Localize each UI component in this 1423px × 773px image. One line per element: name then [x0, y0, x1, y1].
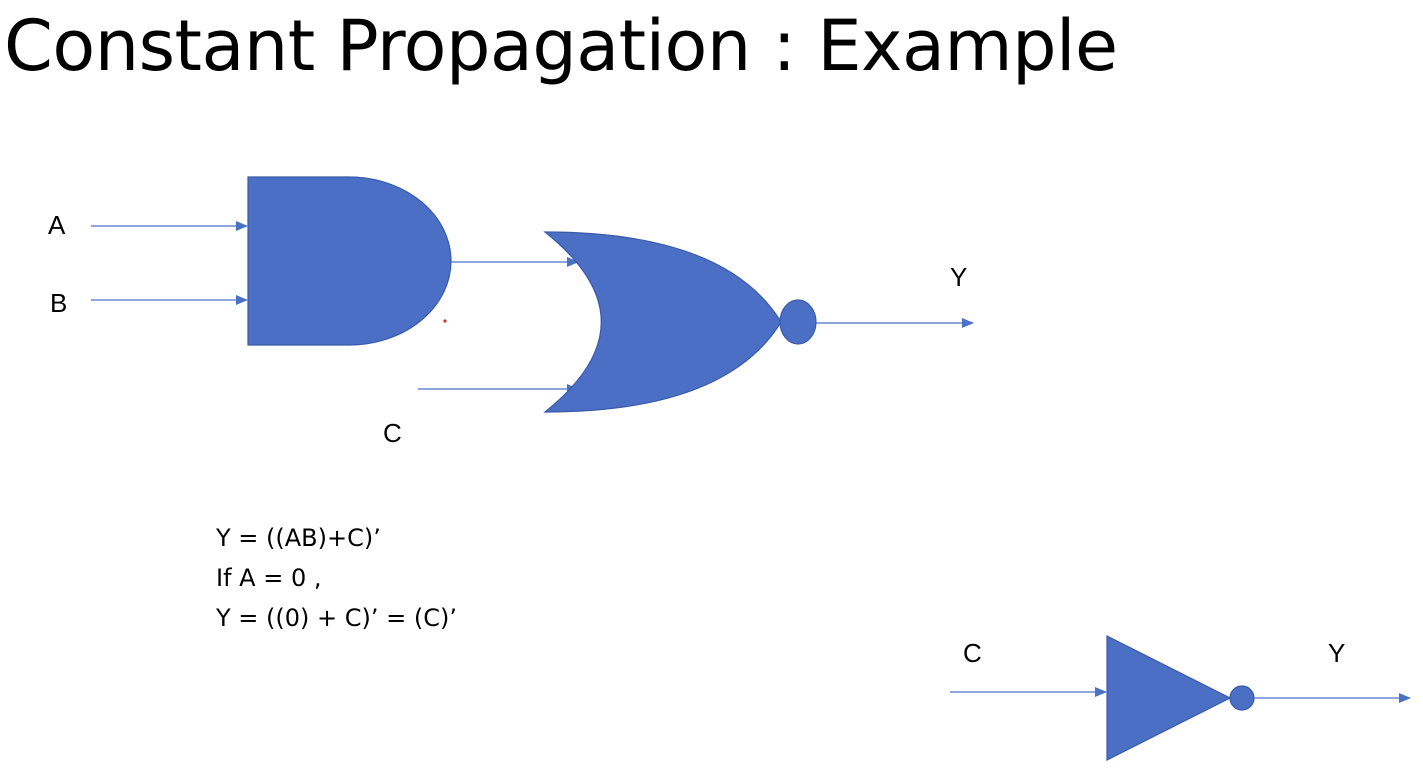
- slide-title: Constant Propagation : Example: [4, 5, 1118, 87]
- equation-line: Y = ((0) + C)’ = (C)’: [216, 604, 457, 632]
- nor-gate: [543, 231, 782, 413]
- equation-line: Y = ((AB)+C)’: [216, 524, 381, 552]
- input-label-b: B: [50, 288, 67, 318]
- and-gate: [247, 176, 452, 346]
- nor-inversion-bubble: [779, 299, 817, 345]
- equation-block: Y = ((AB)+C)’ If A = 0 , Y = ((0) + C)’ …: [216, 518, 457, 638]
- not-gate: [1106, 635, 1232, 761]
- not-inversion-bubble: [1229, 685, 1255, 711]
- input-label-a: A: [48, 210, 66, 240]
- input-label-c: C: [383, 418, 402, 448]
- simplified-output-label-y: Y: [1328, 638, 1345, 668]
- simplified-circuit: C Y: [950, 635, 1411, 761]
- original-circuit: A B C Y: [48, 176, 974, 448]
- output-label-y: Y: [950, 262, 967, 292]
- stray-dot: [443, 319, 447, 323]
- equation-line: If A = 0 ,: [216, 564, 322, 592]
- simplified-input-label-c: C: [963, 638, 982, 668]
